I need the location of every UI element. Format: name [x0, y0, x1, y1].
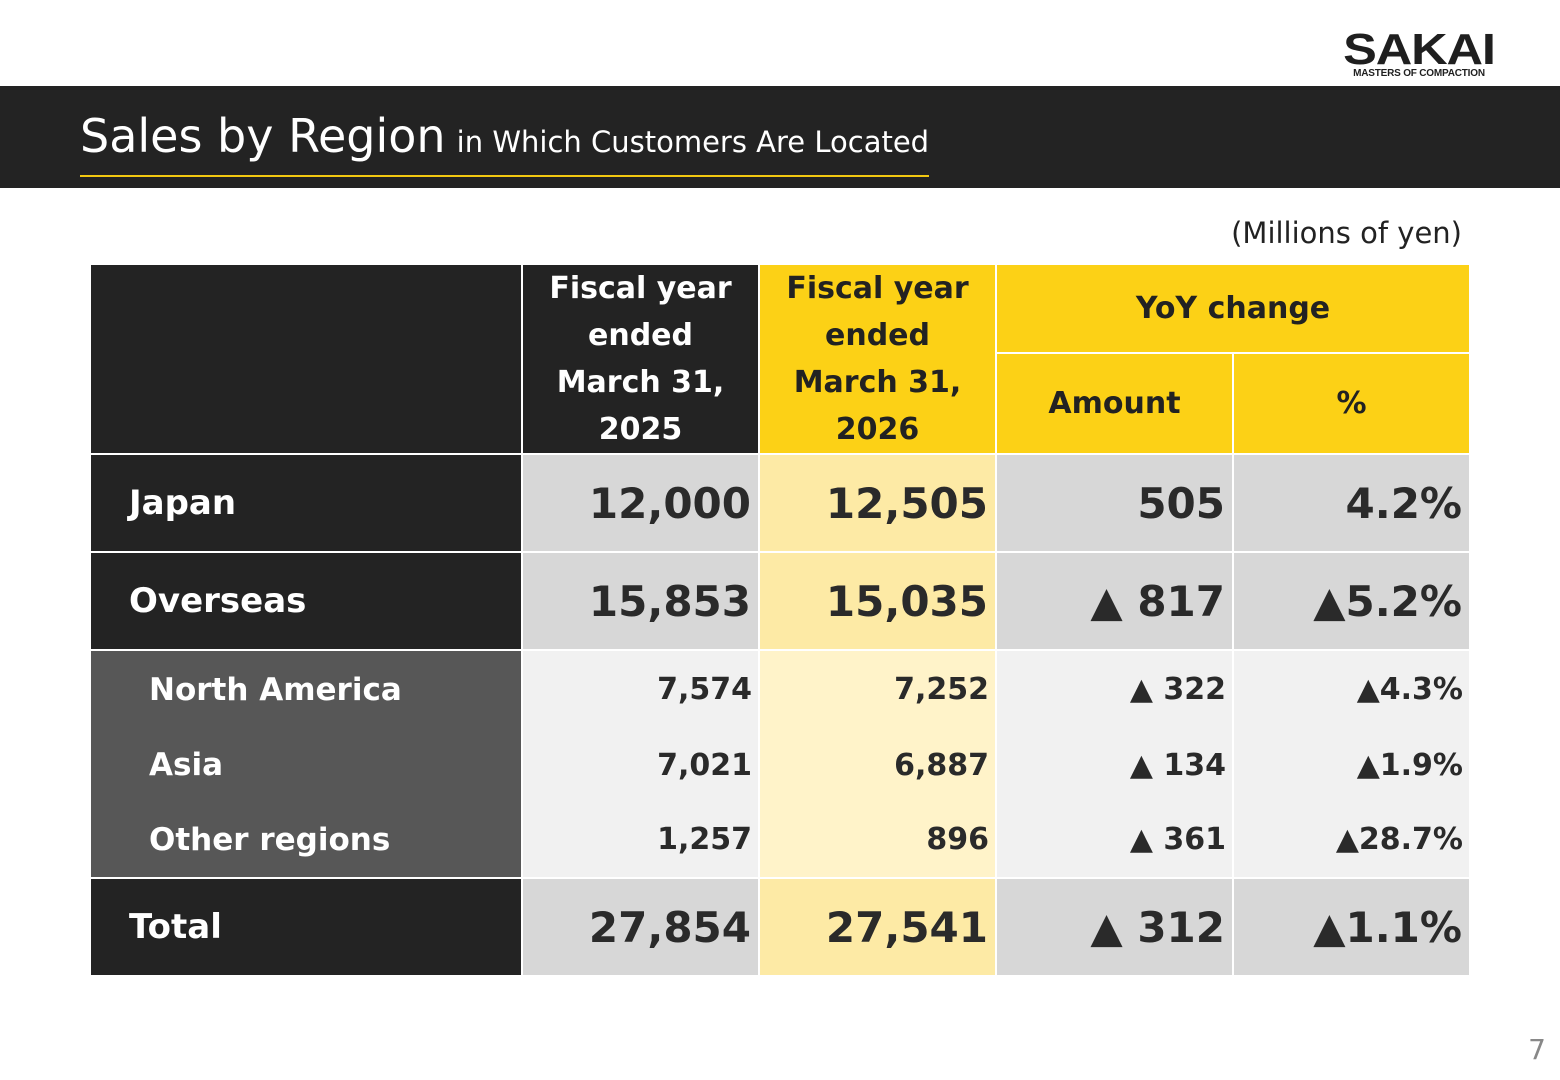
cell-fy2026: 7,252: [758, 650, 997, 728]
header-percent: %: [1232, 351, 1471, 456]
table-row-north-america: North America 7,574 7,252 ▲ 322 ▲4.3%: [89, 650, 1471, 728]
cell-amount: ▲ 134: [995, 728, 1234, 802]
cell-amount: 505: [995, 453, 1234, 553]
page-number: 7: [1528, 1033, 1546, 1066]
row-label: Total: [89, 877, 523, 977]
title-main: Sales by Region: [80, 109, 446, 163]
cell-fy2025: 7,574: [521, 650, 760, 728]
company-logo: SAKAI MASTERS OF COMPACTION: [1336, 28, 1502, 80]
row-label: Japan: [89, 453, 523, 553]
header-fy2026: Fiscal year ended March 31, 2026: [758, 263, 997, 455]
table-row-other-regions: Other regions 1,257 896 ▲ 361 ▲28.7%: [89, 802, 1471, 878]
cell-fy2026: 12,505: [758, 453, 997, 553]
cell-fy2025: 27,854: [521, 877, 760, 977]
table-row-asia: Asia 7,021 6,887 ▲ 134 ▲1.9%: [89, 728, 1471, 802]
cell-percent: ▲4.3%: [1232, 650, 1471, 728]
header-fy2025: Fiscal year ended March 31, 2025: [521, 263, 760, 455]
cell-percent: ▲5.2%: [1232, 551, 1471, 651]
row-label: North America: [89, 650, 523, 728]
title-sub: in Which Customers Are Located: [456, 125, 930, 159]
row-label: Other regions: [89, 802, 523, 878]
cell-fy2025: 1,257: [521, 802, 760, 878]
cell-amount: ▲ 312: [995, 877, 1234, 977]
cell-fy2026: 896: [758, 802, 997, 878]
header-corner: [89, 263, 523, 455]
cell-fy2026: 27,541: [758, 877, 997, 977]
page-title: Sales by Region in Which Customers Are L…: [80, 108, 930, 177]
logo-wordmark: SAKAI: [1343, 25, 1496, 74]
cell-percent: ▲1.9%: [1232, 728, 1471, 802]
unit-note: (Millions of yen): [1231, 216, 1462, 250]
header-amount: Amount: [995, 351, 1234, 456]
cell-fy2025: 15,853: [521, 551, 760, 651]
logo-tagline: MASTERS OF COMPACTION: [1353, 68, 1485, 79]
cell-amount: ▲ 817: [995, 551, 1234, 651]
table-row-total: Total 27,854 27,541 ▲ 312 ▲1.1%: [89, 877, 1471, 977]
cell-amount: ▲ 361: [995, 802, 1234, 878]
cell-fy2026: 6,887: [758, 728, 997, 802]
title-bar: Sales by Region in Which Customers Are L…: [0, 86, 1560, 188]
cell-amount: ▲ 322: [995, 650, 1234, 728]
header-yoy: YoY change: [995, 263, 1471, 354]
table-row-japan: Japan 12,000 12,505 505 4.2%: [89, 453, 1471, 553]
row-label: Overseas: [89, 551, 523, 651]
row-label: Asia: [89, 728, 523, 802]
cell-percent: ▲1.1%: [1232, 877, 1471, 977]
cell-fy2025: 12,000: [521, 453, 760, 553]
cell-fy2025: 7,021: [521, 728, 760, 802]
sales-table: Fiscal year ended March 31, 2025 Fiscal …: [89, 263, 1471, 977]
cell-percent: ▲28.7%: [1232, 802, 1471, 878]
cell-percent: 4.2%: [1232, 453, 1471, 553]
cell-fy2026: 15,035: [758, 551, 997, 651]
table-row-overseas: Overseas 15,853 15,035 ▲ 817 ▲5.2%: [89, 551, 1471, 651]
